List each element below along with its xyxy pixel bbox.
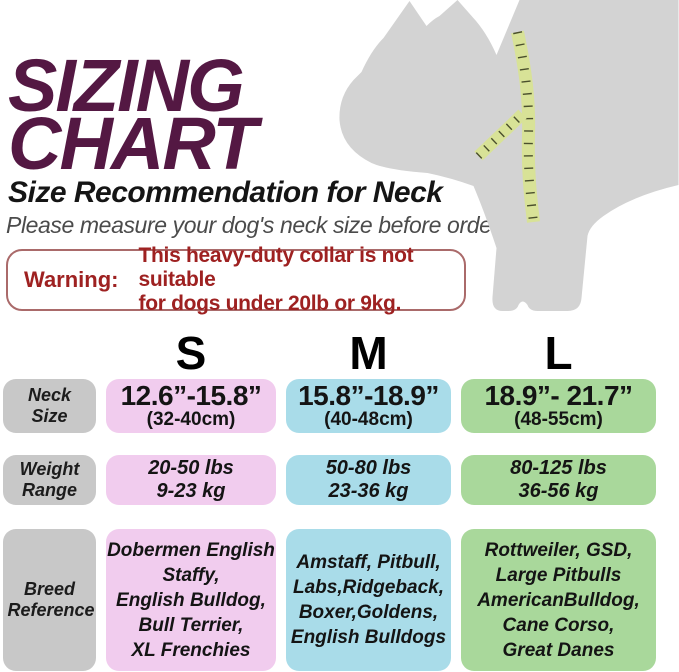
warning-label: Warning: <box>24 267 119 292</box>
breed-reference-row: Breed Reference Dobermen English Staffy,… <box>0 529 679 671</box>
page-title-line2: CHART <box>8 102 258 185</box>
row-header-weight-range: Weight Range <box>3 455 96 505</box>
warning-message-line2: for dogs under 20lb or 9kg. <box>138 292 402 315</box>
warning-message: This heavy-duty collar is not suitable f… <box>139 244 465 316</box>
page-title: SIZING CHART <box>8 44 258 185</box>
weight-range-row: Weight Range 20-50 lbs 9-23 kg 50-80 lbs… <box>0 455 679 505</box>
breed-reference-cell-l: Rottweiler, GSD, Large Pitbulls American… <box>461 529 656 671</box>
column-header-l: L <box>544 327 573 379</box>
column-header-m: M <box>349 327 388 379</box>
breed-reference-cell-s: Dobermen English Staffy, English Bulldog… <box>106 529 276 671</box>
size-table: S M L Neck Size 12.6”-15.8” (32-40cm) 15… <box>0 330 679 671</box>
measure-note: Please measure your dog's neck size befo… <box>6 212 529 238</box>
row-header-breed-reference: Breed Reference <box>3 529 96 671</box>
size-header-row: S M L <box>0 330 679 376</box>
row-header-neck-size: Neck Size <box>3 379 96 433</box>
neck-size-cell-l: 18.9”- 21.7” (48-55cm) <box>461 379 656 433</box>
neck-size-row: Neck Size 12.6”-15.8” (32-40cm) 15.8”-18… <box>0 379 679 433</box>
warning-box: Warning: This heavy-duty collar is not s… <box>6 244 466 315</box>
warning-message-line1: This heavy-duty collar is not suitable <box>138 244 414 291</box>
subtitle: Size Recommendation for Neck <box>8 176 443 209</box>
weight-range-cell-m: 50-80 lbs 23-36 kg <box>286 455 451 505</box>
weight-range-cell-l: 80-125 lbs 36-56 kg <box>461 455 656 505</box>
neck-size-cell-s: 12.6”-15.8” (32-40cm) <box>106 379 276 433</box>
measuring-tape-graphic <box>474 30 540 223</box>
dog-body-shape <box>339 0 679 311</box>
neck-size-cell-m: 15.8”-18.9” (40-48cm) <box>286 379 451 433</box>
weight-range-cell-s: 20-50 lbs 9-23 kg <box>106 455 276 505</box>
breed-reference-cell-m: Amstaff, Pitbull, Labs,Ridgeback, Boxer,… <box>286 529 451 671</box>
page-title-line1: SIZING <box>8 44 245 127</box>
column-header-s: S <box>175 327 207 379</box>
dog-silhouette-graphic <box>331 0 679 312</box>
